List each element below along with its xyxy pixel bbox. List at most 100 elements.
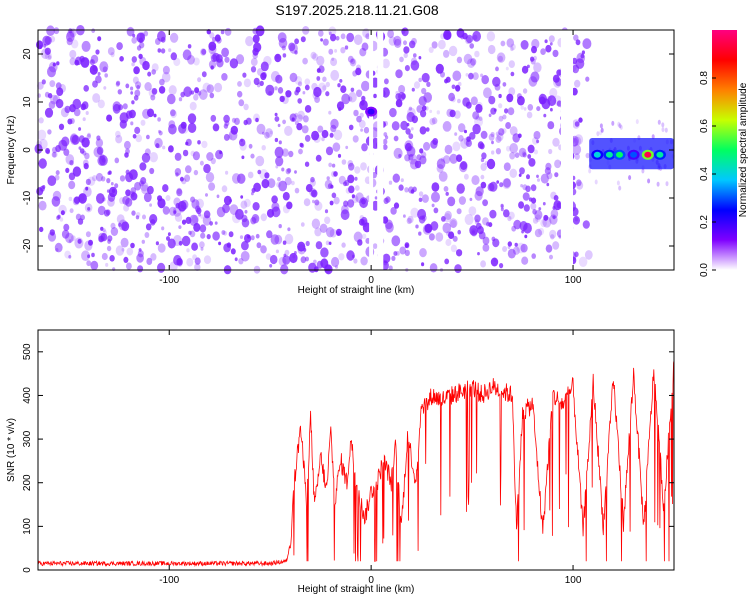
snr-y-axis-title: SNR (10 * v/v) (6, 418, 17, 482)
spectrogram-noise-blob (656, 181, 660, 187)
spectrogram-noise-blob (339, 79, 343, 83)
spectrogram-noise-blob (341, 159, 347, 165)
spectrogram-noise-blob (132, 76, 139, 84)
spectrogram-noise-blob (329, 132, 334, 138)
spectrogram-noise-blob (52, 190, 62, 201)
spectrogram-noise-blob (107, 197, 115, 207)
spectrogram-noise-blob (53, 27, 60, 35)
spectrogram-noise-blob (382, 216, 389, 224)
spectrogram-noise-blob (490, 131, 495, 138)
spectrogram-noise-blob (81, 250, 90, 261)
spectrogram-noise-blob (190, 90, 195, 95)
spectrogram-noise-blob (488, 113, 492, 118)
spectrogram-noise-blob (470, 58, 477, 66)
spectrogram-noise-blob (319, 223, 328, 233)
spectrogram-noise-blob (168, 48, 172, 53)
spectrogram-noise-blob (294, 50, 298, 55)
spectrogram-noise-blob (403, 52, 408, 59)
spectrogram-noise-blob (549, 42, 553, 46)
spectrogram-noise-blob (549, 229, 557, 239)
spectrogram-noise-blob (550, 107, 553, 112)
spectrogram-noise-blob (84, 152, 90, 160)
spectrogram-noise-blob (404, 249, 410, 257)
spectrogram-noise-blob (330, 33, 337, 42)
spectrogram-noise-blob (507, 107, 515, 116)
figure-title: S197.2025.218.11.21.G08 (275, 2, 438, 18)
spectrogram-noise-blob (536, 139, 540, 144)
spectrogram-noise-blob (97, 205, 106, 216)
spectrogram-noise-blob (68, 196, 73, 202)
spectrogram-noise-blob (236, 173, 246, 184)
spectrogram-noise-blob (194, 87, 200, 94)
spectrogram-noise-blob (399, 246, 407, 255)
spectrogram-noise-blob (424, 223, 433, 233)
spectrogram-noise-blob (61, 229, 70, 239)
signal-blob (605, 151, 613, 158)
spectrogram-noise-blob (472, 123, 481, 135)
spectrogram-noise-blob (221, 185, 228, 193)
spectrogram-noise-blob (532, 209, 537, 215)
spectrogram-noise-blob (408, 133, 414, 140)
spectrogram-noise-blob (347, 174, 355, 184)
spectrogram-noise-blob (333, 129, 343, 141)
spectrogram-noise-blob (285, 90, 292, 98)
spectrogram-noise-blob (264, 131, 270, 139)
spectrogram-noise-blob (68, 180, 76, 190)
spectrogram-noise-blob (250, 66, 257, 73)
x-tick-label: 0 (368, 575, 374, 586)
spectrogram-noise-blob (126, 27, 135, 37)
spectrogram-noise-blob (85, 111, 89, 115)
spectrogram-noise-blob (400, 120, 408, 131)
spectrogram-noise-blob (486, 31, 496, 42)
spectrogram-noise-blob (545, 244, 553, 253)
spectrogram-noise-blob (126, 247, 134, 256)
spectrogram-noise-blob (444, 210, 452, 220)
spectrogram-noise-blob (482, 236, 490, 245)
spectrogram-noise-blob (489, 209, 497, 219)
spectrogram-noise-blob (360, 162, 367, 171)
spectrogram-noise-blob (548, 35, 555, 43)
signal-blob (616, 151, 623, 158)
spectrogram-noise-blob (265, 84, 275, 96)
spectrogram-noise-blob (418, 191, 424, 197)
y-tick-label: 200 (22, 474, 33, 491)
spectrogram-noise-blob (418, 197, 423, 202)
spectrogram-noise-blob (534, 214, 542, 222)
spectrogram-noise-blob (544, 167, 552, 175)
spectrogram-noise-blob (106, 114, 113, 122)
spectrogram-noise-blob (199, 224, 207, 233)
spectrogram-noise-blob (301, 125, 309, 134)
spectrogram-noise-blob (500, 40, 506, 47)
spectrogram-noise-blob (503, 209, 510, 218)
spectrogram-noise-blob (421, 262, 425, 267)
spectrogram-noise-blob (495, 135, 502, 143)
spectrogram-noise-blob (449, 153, 458, 164)
spectrogram-noise-blob (86, 260, 92, 267)
spectrogram-noise-blob (49, 229, 55, 236)
spectrogram-noise-blob (91, 28, 96, 33)
spectrogram-noise-blob (325, 240, 330, 246)
spectrogram-noise-blob (269, 130, 273, 135)
spectrogram-noise-blob (140, 119, 146, 126)
spectrogram-noise-blob (314, 227, 322, 237)
spectrogram-noise-blob (130, 121, 134, 126)
spectrogram-noise-blob (237, 90, 243, 98)
spectrogram-noise-blob (313, 266, 319, 273)
spectrogram-noise-blob (456, 154, 463, 162)
spectrogram-noise-blob (287, 227, 291, 232)
spectrogram-noise-blob (495, 66, 499, 72)
spectrogram-noise-blob (38, 200, 47, 211)
spectrogram-noise-blob (158, 129, 161, 134)
spectrogram-noise-blob (382, 144, 388, 151)
spectrogram-noise-blob (278, 180, 288, 192)
spectrogram-noise-blob (456, 249, 463, 257)
spectrogram-noise-blob (331, 163, 336, 168)
spectrogram-noise-blob (355, 67, 362, 76)
spectrogram-noise-blob (317, 125, 324, 133)
spectrogram-noise-blob (119, 175, 126, 182)
spectrogram-noise-blob (651, 134, 655, 140)
spectrogram-y-ticks: -20 -10 0 10 20 (22, 48, 674, 253)
spectrogram-noise-blob (239, 235, 244, 240)
spectrogram-noise-blob (313, 86, 322, 98)
spectrogram-noise-blob (499, 182, 504, 188)
